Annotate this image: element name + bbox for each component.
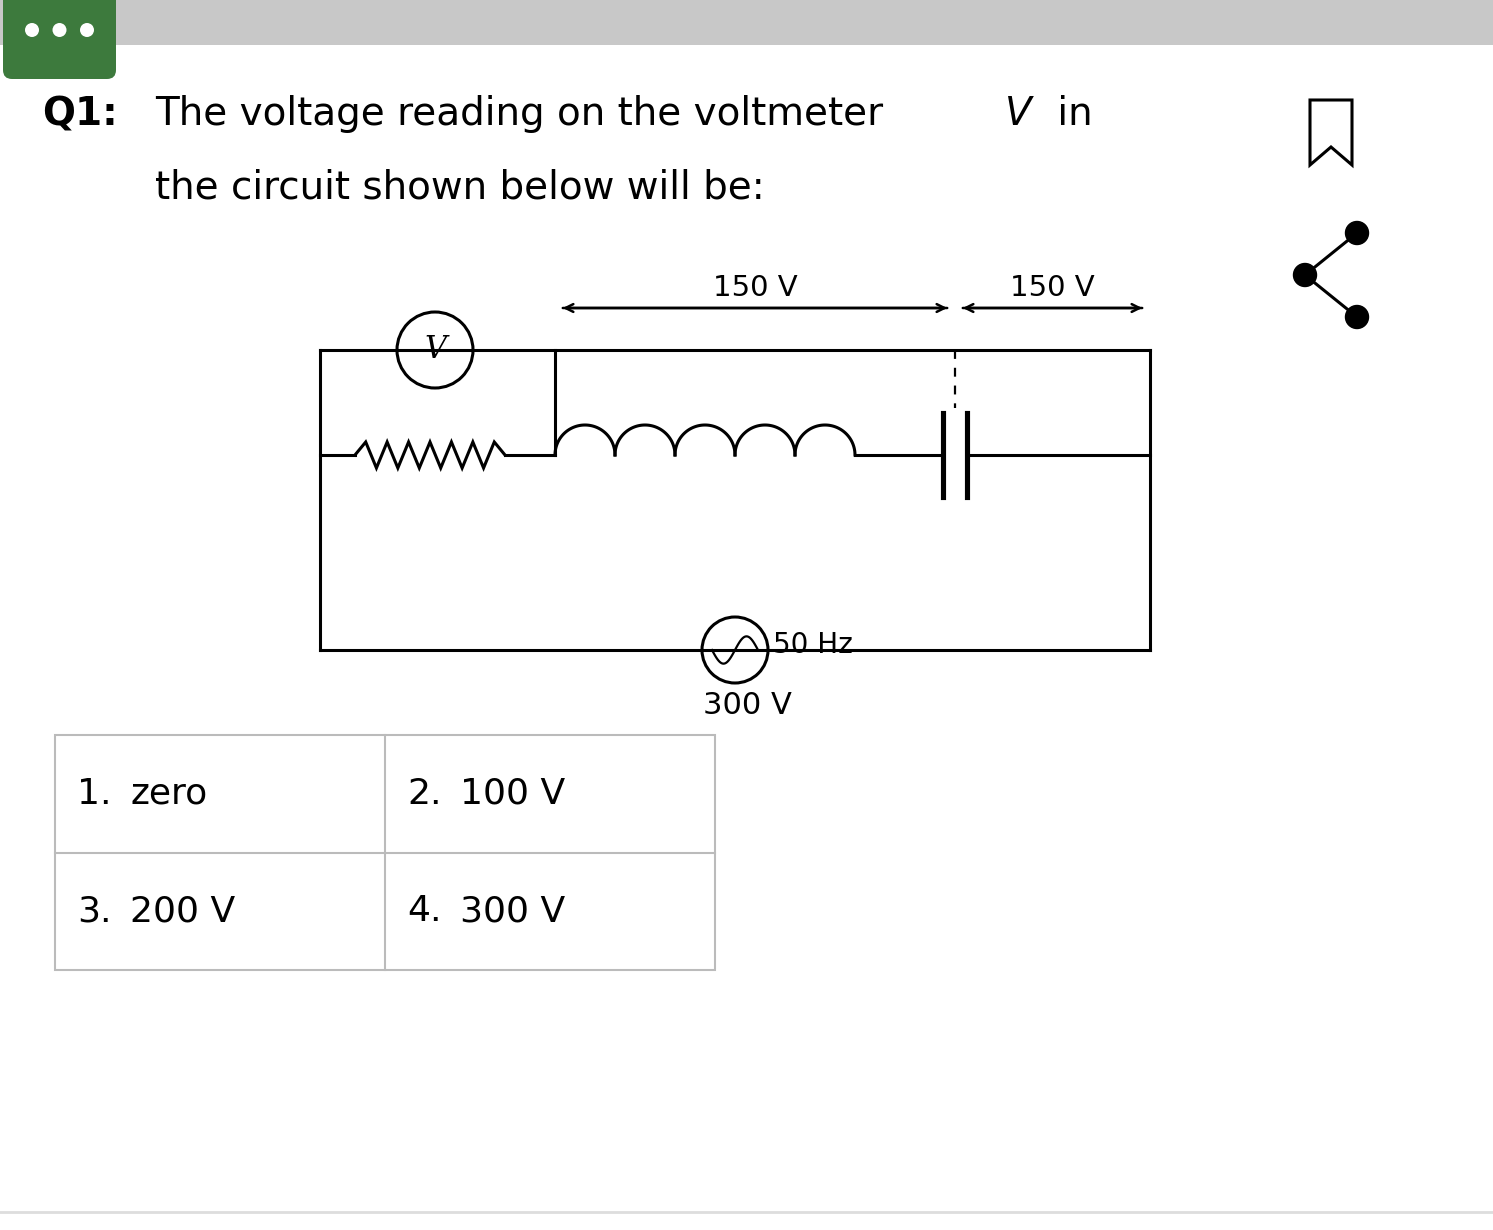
Text: 200 V: 200 V — [130, 894, 236, 929]
Circle shape — [1345, 221, 1369, 245]
Circle shape — [1345, 305, 1369, 328]
Circle shape — [397, 312, 473, 387]
Text: Q1:: Q1: — [42, 95, 118, 133]
Circle shape — [25, 23, 39, 37]
FancyBboxPatch shape — [3, 0, 116, 79]
Text: in: in — [1045, 95, 1093, 133]
Text: The voltage reading on the voltmeter: The voltage reading on the voltmeter — [155, 95, 896, 133]
Text: 1.: 1. — [78, 777, 112, 811]
Circle shape — [81, 23, 94, 37]
Text: V: V — [1005, 95, 1032, 133]
Circle shape — [1293, 263, 1317, 287]
Text: 300 V: 300 V — [460, 894, 566, 929]
Text: 150 V: 150 V — [712, 274, 797, 303]
Text: 3.: 3. — [78, 894, 112, 929]
Text: 4.: 4. — [408, 894, 442, 929]
Text: 100 V: 100 V — [460, 777, 566, 811]
Text: 50 Hz: 50 Hz — [773, 631, 853, 659]
Bar — [55, 736, 715, 970]
Text: zero: zero — [130, 777, 208, 811]
Bar — [0, 0, 1493, 46]
Circle shape — [52, 23, 67, 37]
Text: 2.: 2. — [408, 777, 442, 811]
Circle shape — [702, 617, 767, 683]
Text: 300 V: 300 V — [703, 691, 791, 720]
Text: the circuit shown below will be:: the circuit shown below will be: — [155, 169, 764, 205]
Text: V: V — [424, 335, 446, 365]
Text: 150 V: 150 V — [1011, 274, 1094, 303]
